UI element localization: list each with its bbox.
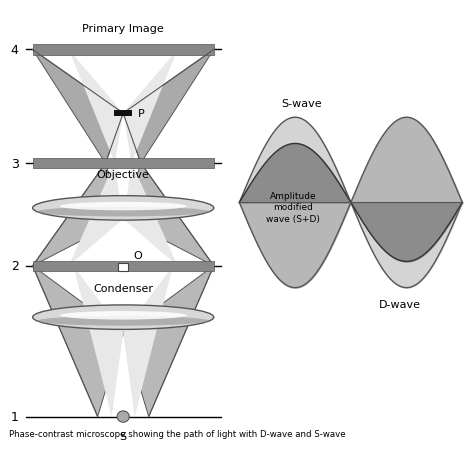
Text: 2: 2 — [11, 260, 18, 273]
Polygon shape — [123, 164, 214, 266]
Circle shape — [117, 411, 129, 422]
Polygon shape — [69, 164, 123, 266]
Text: S: S — [119, 431, 127, 441]
Text: Phase-contrast microscope showing the path of light with D-wave and S-wave: Phase-contrast microscope showing the pa… — [9, 430, 346, 438]
Polygon shape — [123, 266, 214, 417]
Polygon shape — [33, 266, 123, 417]
Ellipse shape — [33, 305, 214, 330]
FancyBboxPatch shape — [33, 261, 214, 271]
Ellipse shape — [60, 202, 187, 211]
Text: 4: 4 — [11, 44, 18, 57]
Text: Primary Image: Primary Image — [82, 24, 164, 34]
Polygon shape — [69, 50, 123, 164]
Text: 3: 3 — [11, 157, 18, 170]
Text: O: O — [133, 250, 142, 260]
Text: Condenser: Condenser — [93, 284, 153, 293]
Polygon shape — [123, 50, 178, 164]
Ellipse shape — [60, 311, 187, 320]
Polygon shape — [123, 164, 178, 266]
Text: S-wave: S-wave — [282, 99, 322, 109]
Polygon shape — [123, 50, 214, 164]
Text: P: P — [138, 109, 145, 119]
Polygon shape — [73, 266, 123, 417]
FancyBboxPatch shape — [33, 45, 214, 56]
Bar — [118, 263, 128, 272]
Polygon shape — [33, 164, 123, 266]
Ellipse shape — [37, 316, 209, 326]
Text: Amplitude
modified
wave (S+D): Amplitude modified wave (S+D) — [266, 191, 320, 224]
Polygon shape — [123, 266, 173, 417]
Polygon shape — [33, 50, 123, 164]
Text: Objective: Objective — [97, 170, 150, 180]
Ellipse shape — [37, 207, 209, 217]
Text: 1: 1 — [11, 410, 18, 423]
Text: D-wave: D-wave — [379, 299, 421, 309]
Ellipse shape — [33, 196, 214, 221]
FancyBboxPatch shape — [33, 159, 214, 168]
Bar — [114, 111, 132, 117]
